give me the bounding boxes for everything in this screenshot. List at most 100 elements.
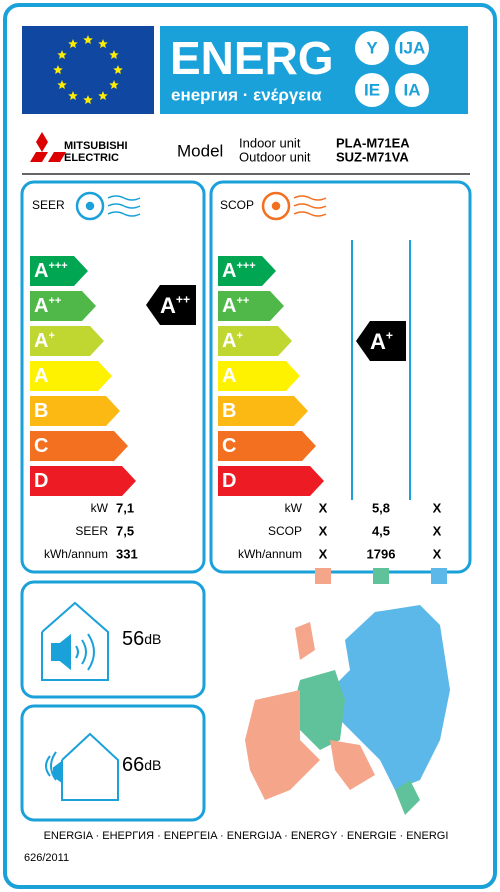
class-label: A <box>222 365 236 387</box>
row-label: kW <box>285 501 303 515</box>
class-arrow <box>30 396 120 426</box>
suffix-bubble <box>395 31 429 65</box>
star <box>68 39 78 49</box>
class-label: A++ <box>222 295 249 317</box>
class-arrow <box>218 361 300 391</box>
star <box>98 91 108 100</box>
star <box>109 80 119 89</box>
indoor-label: Indoor unit <box>239 135 301 150</box>
row-label: kWh/annum <box>238 547 302 561</box>
class-label: B <box>34 400 48 422</box>
scop-label: SCOP <box>220 198 254 212</box>
row-value: 4,5 <box>372 523 390 538</box>
row-label: kWh/annum <box>44 547 108 561</box>
row-label: SEER <box>75 524 108 538</box>
star <box>57 80 67 89</box>
class-arrow <box>30 361 112 391</box>
row-value: X <box>319 500 328 515</box>
class-label: D <box>222 470 236 492</box>
row-value: X <box>433 546 442 561</box>
outdoor-noise-panel <box>20 704 206 822</box>
row-value: X <box>319 523 328 538</box>
europe-map <box>245 605 450 815</box>
class-arrow <box>30 431 128 461</box>
star <box>113 65 123 74</box>
row-value: 5,8 <box>372 500 390 515</box>
suffix-bubble <box>395 73 429 107</box>
zone-warmer <box>315 568 331 584</box>
class-label: A++ <box>34 295 61 317</box>
scop-panel <box>209 180 472 574</box>
class-arrow <box>30 256 88 286</box>
star <box>83 95 93 104</box>
row-value: X <box>319 546 328 561</box>
row-value: X <box>433 523 442 538</box>
brand-line2: ELECTRIC <box>64 152 119 164</box>
class-label: A++ <box>160 293 190 318</box>
row-value: 7,1 <box>116 500 134 515</box>
rating-arrow <box>356 321 406 361</box>
class-label: A+ <box>370 329 393 354</box>
class-arrow <box>30 326 104 356</box>
class-label: A <box>34 365 48 387</box>
class-label: C <box>222 435 236 457</box>
class-label: D <box>34 470 48 492</box>
seer-label: SEER <box>32 198 65 212</box>
outdoor-noise-icon <box>45 732 119 801</box>
row-value: 7,5 <box>116 523 134 538</box>
row-value: 1796 <box>367 546 396 561</box>
brand-logo <box>30 132 66 162</box>
regulation: 626/2011 <box>24 852 69 864</box>
outdoor-model: SUZ-M71VA <box>336 149 409 164</box>
cooling-fan-icon <box>75 191 141 221</box>
eu-stars <box>53 35 123 104</box>
suffix-bubble <box>355 31 389 65</box>
outdoor-noise: 66dB <box>122 754 161 776</box>
class-arrow <box>218 256 276 286</box>
indoor-noise: 56dB <box>122 628 161 650</box>
star <box>83 35 93 44</box>
heating-fan-icon <box>261 191 327 221</box>
class-arrow <box>30 291 96 321</box>
star <box>98 39 108 49</box>
class-label: B <box>222 400 236 422</box>
suffix: IA <box>404 80 421 99</box>
suffix-bubble <box>355 73 389 107</box>
class-arrow <box>218 466 324 496</box>
outdoor-label: Outdoor unit <box>239 149 311 164</box>
star <box>68 91 78 100</box>
model-label: Model <box>177 141 223 160</box>
class-arrow <box>218 291 284 321</box>
suffix: IE <box>364 80 380 99</box>
footer-languages: ENERGIA · ЕНЕРГИЯ · ΕΝΕΡΓΕΙΑ · ENERGIJA … <box>44 830 449 842</box>
rating-arrow <box>146 285 196 325</box>
indoor-model: PLA-M71EA <box>336 135 410 150</box>
indoor-noise-panel <box>20 580 206 699</box>
row-value: X <box>433 500 442 515</box>
row-value: 331 <box>116 546 138 561</box>
header-title: ENERG <box>170 32 334 84</box>
star <box>53 65 63 74</box>
suffixes: Y IJA IE IA <box>355 31 429 107</box>
zone-colder <box>431 568 447 584</box>
row-label: SCOP <box>268 524 302 538</box>
class-label: A+ <box>34 330 55 352</box>
suffix: IJA <box>399 38 425 57</box>
class-arrow <box>218 396 308 426</box>
class-label: C <box>34 435 48 457</box>
star <box>109 50 119 59</box>
row-label: kW <box>91 501 109 515</box>
class-label: A+++ <box>222 260 256 282</box>
indoor-noise-icon <box>41 601 109 681</box>
class-label: A+ <box>222 330 243 352</box>
suffix: Y <box>366 38 378 57</box>
class-arrow <box>218 431 316 461</box>
class-arrow <box>218 326 292 356</box>
header-subtitle: енергия · ενέργεια <box>171 85 322 104</box>
class-arrow <box>30 466 136 496</box>
brand-line1: MITSUBISHI <box>64 140 128 152</box>
class-label: A+++ <box>34 260 68 282</box>
zone-average <box>373 568 389 584</box>
seer-panel <box>20 180 206 574</box>
